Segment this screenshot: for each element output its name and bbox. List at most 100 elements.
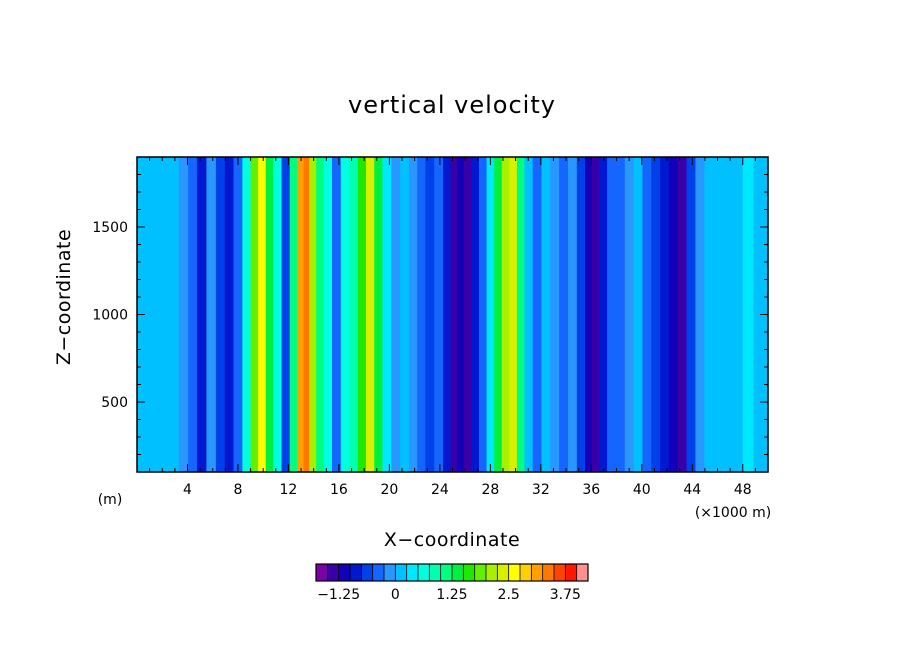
field-column	[486, 157, 495, 472]
colorbar-tick-label: 2.5	[498, 587, 520, 603]
colorbar-tick-label: 0	[391, 587, 400, 603]
field-column	[349, 157, 359, 472]
colorbar-swatch	[418, 564, 430, 581]
colorbar-swatch	[327, 564, 340, 581]
field-column	[258, 157, 267, 472]
colorbar-swatch	[554, 564, 566, 581]
x-axis: 4 8 12 16 20 24 28 32 36 40 44 48	[136, 157, 769, 498]
field-column	[494, 157, 503, 472]
x-tick-label: 4	[183, 482, 192, 498]
field-column	[559, 157, 569, 472]
field-column	[242, 157, 252, 472]
field-column	[695, 157, 705, 472]
x-tick-label: 28	[481, 482, 499, 498]
field-column	[585, 157, 593, 472]
field-column	[668, 157, 679, 472]
field-column	[713, 157, 724, 472]
field-column	[722, 157, 734, 472]
y-axis-label: Z−coordinate	[53, 229, 75, 365]
field-column	[391, 157, 401, 472]
field-column	[382, 157, 392, 472]
y-tick-label: 1500	[92, 220, 128, 236]
colorbar-swatch	[361, 564, 374, 581]
colorbar-swatch	[406, 564, 419, 581]
field-column	[357, 157, 367, 472]
field-column	[642, 157, 652, 472]
field-column	[479, 157, 488, 472]
colorbar-tick-label: −1.25	[317, 587, 360, 603]
field-column	[233, 157, 243, 472]
field-column	[624, 157, 635, 472]
field-column	[224, 157, 235, 472]
field-column	[463, 157, 473, 472]
colorbar-swatch	[486, 564, 498, 581]
field-column	[289, 157, 298, 472]
field-column	[591, 157, 600, 472]
field-column	[425, 157, 435, 472]
field-column	[340, 157, 351, 472]
colorbar-swatch	[440, 564, 453, 581]
field-column	[704, 157, 714, 472]
colorbar-tick-label: 1.25	[436, 587, 467, 603]
field-column	[660, 157, 670, 472]
x-tick-label: 48	[734, 482, 752, 498]
colorbar-swatch	[316, 564, 328, 581]
field-column	[541, 157, 551, 472]
field-column	[196, 157, 208, 472]
colorbar-swatch	[384, 564, 396, 581]
field-column	[316, 157, 325, 472]
colorbar-swatch	[565, 564, 578, 581]
x-tick-label: 32	[532, 482, 550, 498]
field-column	[532, 157, 543, 472]
field-column	[168, 157, 180, 472]
field-column	[742, 157, 755, 472]
colorbar-swatch	[463, 564, 476, 581]
field-column	[273, 157, 283, 472]
field-column	[158, 157, 170, 472]
x-tick-label: 44	[683, 482, 701, 498]
field-column	[550, 157, 560, 472]
colorbar-swatch	[372, 564, 385, 581]
velocity-field	[137, 157, 769, 472]
y-tick-label: 500	[101, 395, 128, 411]
field-column	[400, 157, 410, 472]
field-column	[501, 157, 510, 472]
field-column	[281, 157, 291, 472]
field-column	[250, 157, 259, 472]
field-column	[331, 157, 342, 472]
field-column	[374, 157, 384, 472]
colorbar-tick-label: 3.75	[550, 587, 581, 603]
field-column	[206, 157, 217, 472]
colorbar-swatch	[497, 564, 510, 581]
x-scale-note: (×1000 m)	[695, 505, 771, 521]
field-column	[516, 157, 526, 472]
field-column	[366, 157, 375, 472]
colorbar-frame	[315, 563, 589, 582]
colorbar-swatch	[520, 564, 532, 581]
x-tick-label: 12	[280, 482, 298, 498]
field-column	[323, 157, 333, 472]
field-column	[633, 157, 644, 472]
colorbar-ticks: −1.25 0 1.25 2.5 3.75	[317, 587, 581, 603]
field-column	[188, 157, 198, 472]
x-tick-label: 8	[233, 482, 242, 498]
field-column	[686, 157, 697, 472]
x-tick-label: 24	[431, 482, 449, 498]
x-unit-note: (m)	[98, 492, 123, 508]
colorbar-swatch	[474, 564, 487, 581]
field-column	[450, 157, 458, 472]
x-axis-label: X−coordinate	[384, 529, 520, 551]
chart-title: vertical velocity	[348, 91, 556, 119]
field-column	[732, 157, 744, 472]
field-column	[598, 157, 608, 472]
colorbar-swatch	[531, 564, 544, 581]
colorbar-swatch	[350, 564, 362, 581]
x-tick-label: 36	[582, 482, 600, 498]
colorbar-swatch	[542, 564, 555, 581]
colorbar	[315, 563, 589, 582]
colorbar-swatch	[395, 564, 408, 581]
field-column	[178, 157, 189, 472]
colorbar-swatch	[508, 564, 521, 581]
colorbar-swatch	[576, 564, 589, 581]
